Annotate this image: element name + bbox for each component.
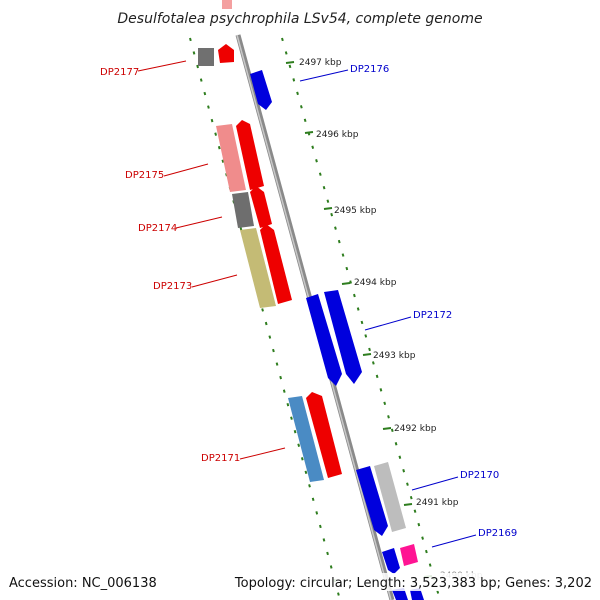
gene-bar-dp2177-gray[interactable]: [198, 48, 214, 66]
leader-line-dp2174: [175, 216, 223, 229]
gene-arrow-dp2177[interactable]: [218, 44, 234, 63]
leader-line-dp2169: [431, 534, 477, 548]
gene-bar-dp2169-magenta[interactable]: [400, 544, 418, 566]
tick-mark-2497: [285, 61, 295, 64]
leader-line-dp2177: [137, 60, 187, 72]
leader-line-dp2173: [191, 274, 238, 288]
gene-bar-dp2174-gray[interactable]: [232, 192, 254, 228]
gene-arrow-dp2172b[interactable]: [324, 290, 362, 384]
tick-mark-2495: [323, 207, 333, 210]
footer-accession-bg: [6, 573, 148, 591]
gene-label-dp2172[interactable]: DP2172: [413, 310, 452, 321]
gene-arrow-dp2176[interactable]: [250, 70, 272, 110]
tick-mark-2493: [362, 353, 372, 356]
gene-bar-dp2175-pink[interactable]: [216, 124, 246, 192]
gene-bar-dp2171-steel[interactable]: [288, 396, 324, 482]
leader-line-dp2172: [364, 316, 412, 331]
tick-label-2497: 2497 kbp: [299, 58, 342, 68]
gene-arrow-dp2172a[interactable]: [306, 294, 342, 386]
tick-label-2494: 2494 kbp: [354, 278, 397, 288]
tick-mark-2496: [304, 131, 314, 134]
gene-bar-top-clipped[interactable]: [222, 0, 232, 9]
gene-bar-dp2173-olive[interactable]: [240, 228, 276, 308]
tick-label-2493: 2493 kbp: [373, 351, 416, 361]
tick-label-2495: 2495 kbp: [334, 206, 377, 216]
map-title: Desulfotalea psychrophila LSv54, complet…: [117, 11, 482, 27]
leader-line-dp2176: [299, 69, 349, 82]
gene-label-dp2176[interactable]: DP2176: [350, 64, 389, 75]
footer-summary-bg: [258, 573, 594, 591]
gene-arrow-dp2169[interactable]: [382, 548, 400, 574]
footer-summary: Topology: circular; Length: 3,523,383 bp…: [234, 576, 592, 591]
gene-label-dp2174[interactable]: DP2174: [138, 223, 177, 234]
gene-label-dp2169[interactable]: DP2169: [478, 528, 517, 539]
gene-label-dp2170[interactable]: DP2170: [460, 470, 499, 481]
footer-accession: Accession: NC_006138: [9, 576, 157, 591]
gene-label-dp2171[interactable]: DP2171: [201, 453, 240, 464]
leader-line-dp2171: [239, 447, 286, 460]
gene-label-dp2177[interactable]: DP2177: [100, 67, 139, 78]
gene-arrow-dp2170[interactable]: [356, 466, 388, 536]
leader-line-dp2170: [411, 476, 459, 491]
gene-bar-dp2170-silver[interactable]: [374, 462, 406, 532]
tick-label-2492: 2492 kbp: [394, 424, 437, 434]
leader-line-dp2175: [163, 163, 209, 177]
tick-label-2491: 2491 kbp: [416, 498, 459, 508]
gene-arrow-dp2175[interactable]: [236, 120, 264, 190]
gene-arrow-dp2173[interactable]: [260, 224, 292, 304]
gene-arrow-dp2171[interactable]: [306, 392, 342, 478]
tick-mark-2494: [341, 282, 351, 285]
gene-label-dp2173[interactable]: DP2173: [153, 281, 192, 292]
tick-mark-2491: [403, 503, 413, 506]
tick-mark-2492: [382, 427, 392, 430]
tick-label-2496: 2496 kbp: [316, 130, 359, 140]
gene-arrow-dp2174[interactable]: [250, 186, 272, 228]
gene-label-dp2175[interactable]: DP2175: [125, 170, 164, 181]
